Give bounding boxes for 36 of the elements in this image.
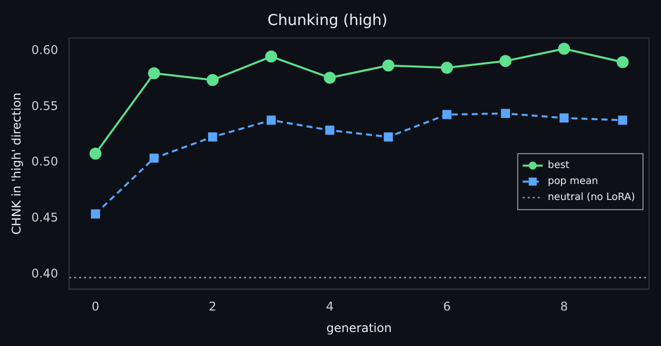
point xyxy=(206,74,219,86)
point xyxy=(616,56,629,68)
point xyxy=(90,209,100,218)
point xyxy=(89,148,102,160)
point xyxy=(618,116,628,125)
y-tick-label: 0.50 xyxy=(31,154,58,169)
point xyxy=(499,55,512,67)
point xyxy=(560,113,569,122)
point xyxy=(442,110,452,120)
legend-label: best xyxy=(548,160,570,172)
point xyxy=(440,62,453,74)
point xyxy=(266,116,276,125)
y-tick-label: 0.60 xyxy=(31,43,58,58)
y-tick-label: 0.40 xyxy=(31,266,58,280)
point xyxy=(325,126,334,135)
point xyxy=(500,108,510,118)
x-tick-label: 4 xyxy=(326,300,334,314)
point xyxy=(324,72,336,84)
legend-label: pop mean xyxy=(548,176,598,188)
x-tick-label: 0 xyxy=(92,300,100,314)
chart-title: Chunking (high) xyxy=(267,10,388,29)
point xyxy=(148,67,160,80)
point xyxy=(558,42,570,55)
point xyxy=(265,50,278,63)
x-tick-label: 8 xyxy=(560,300,568,314)
legend-label: neutral (no LoRA) xyxy=(548,192,636,204)
y-axis-title: CHNK in 'high' direction xyxy=(9,92,24,235)
x-tick-label: 2 xyxy=(208,300,216,314)
point xyxy=(382,59,394,72)
x-axis-title: generation xyxy=(326,320,392,335)
y-tick-label: 0.55 xyxy=(31,98,58,113)
x-tick-label: 6 xyxy=(443,300,451,314)
point xyxy=(150,154,159,163)
y-tick-label: 0.45 xyxy=(31,210,58,225)
point xyxy=(208,132,218,142)
point xyxy=(384,132,393,142)
